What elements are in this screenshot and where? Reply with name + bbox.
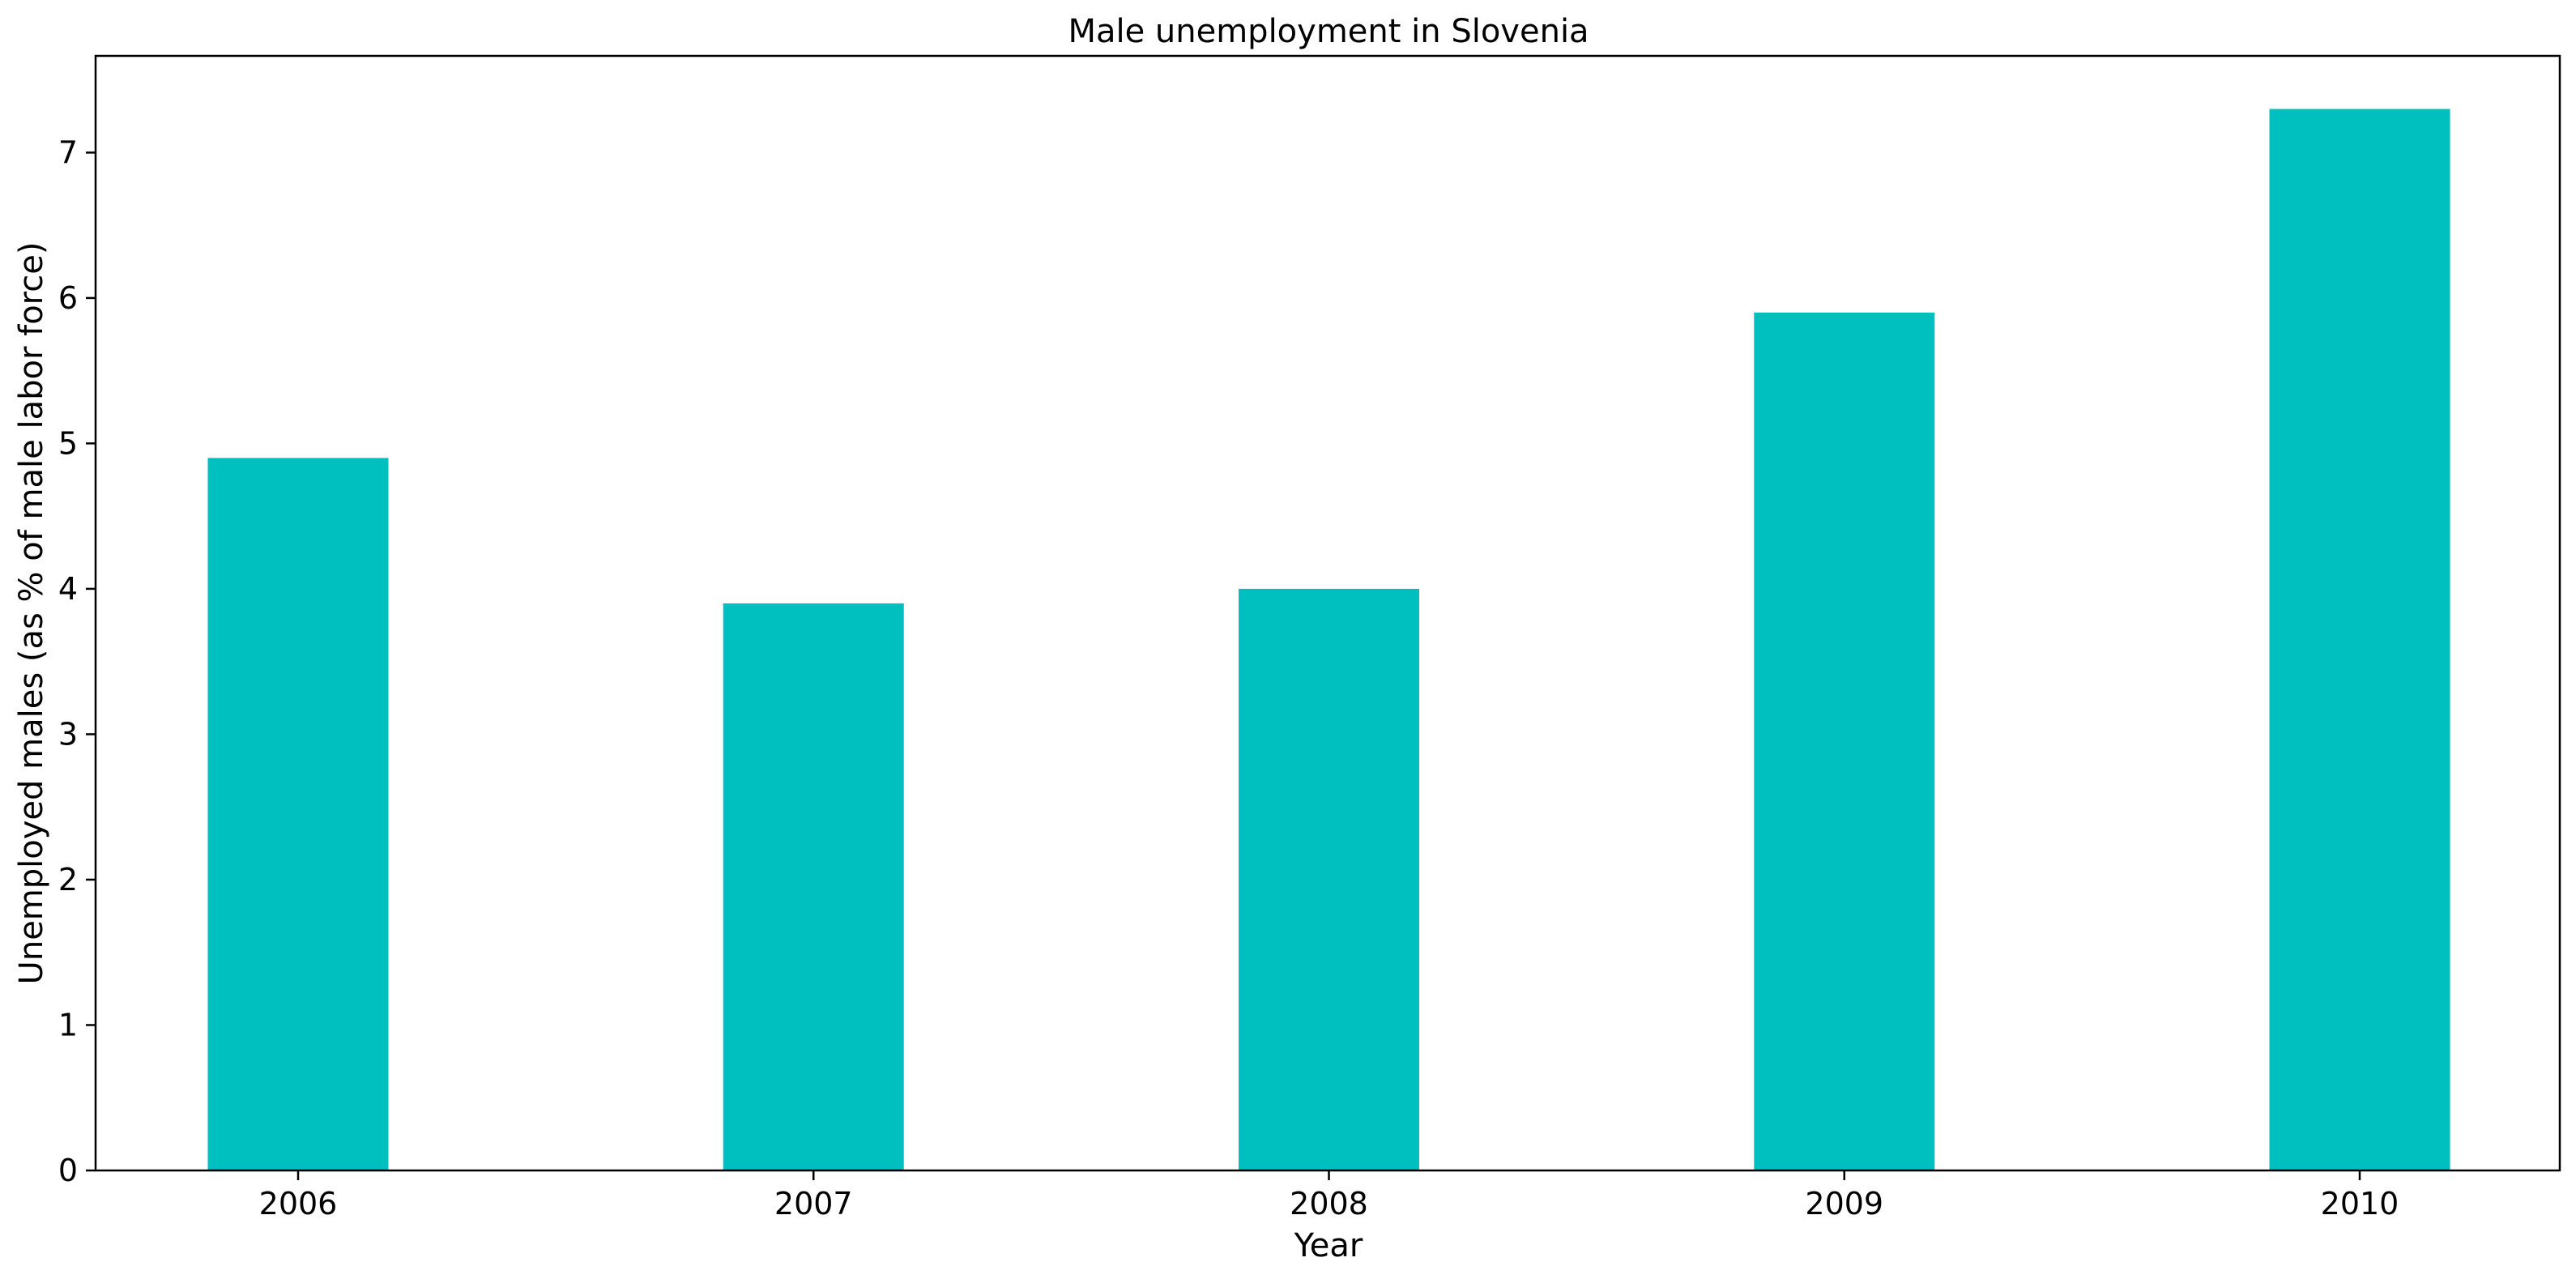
x-tick-label: 2006 xyxy=(259,1186,338,1221)
y-tick-label: 1 xyxy=(58,1007,78,1042)
y-axis-ticks: 0 1 2 3 4 5 6 7 xyxy=(58,134,96,1188)
x-axis-ticks: 2006 2007 2008 2009 2010 xyxy=(259,1170,2399,1221)
x-axis-label: Year xyxy=(1294,1227,1363,1264)
x-tick-label: 2010 xyxy=(2321,1186,2399,1221)
bar-2007 xyxy=(723,603,904,1170)
y-tick-label: 7 xyxy=(58,134,78,170)
y-tick-label: 6 xyxy=(58,280,78,316)
y-tick-label: 0 xyxy=(58,1153,78,1188)
y-tick-label: 3 xyxy=(58,716,78,752)
x-tick-label: 2009 xyxy=(1805,1186,1883,1221)
x-tick-label: 2008 xyxy=(1290,1186,1368,1221)
y-axis-label: Unemployed males (as % of male labor for… xyxy=(13,242,50,985)
bar-2008 xyxy=(1239,588,1419,1170)
y-tick-label: 2 xyxy=(58,862,78,897)
bars-group xyxy=(207,109,2450,1170)
plot-frame xyxy=(94,54,2561,1172)
x-tick-label: 2007 xyxy=(774,1186,853,1221)
y-tick-label: 4 xyxy=(58,571,78,607)
y-tick-label: 5 xyxy=(58,425,78,461)
bar-2009 xyxy=(1754,312,1935,1170)
bar-2006 xyxy=(207,458,389,1170)
bar-2010 xyxy=(2269,109,2450,1170)
chart-title: Male unemployment in Slovenia xyxy=(1068,13,1589,50)
